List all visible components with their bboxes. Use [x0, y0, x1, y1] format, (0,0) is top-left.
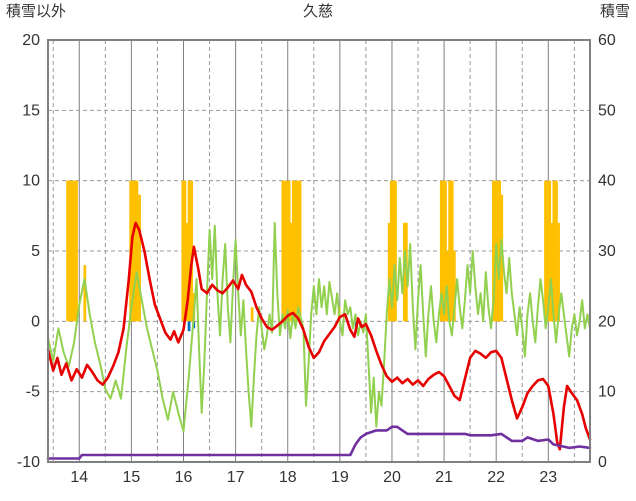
sunshine-bars-bar [138, 194, 141, 322]
sunshine-bars-bar [389, 180, 393, 322]
sunshine-bars-bar [250, 307, 254, 322]
sunshine-bars-bar [441, 180, 445, 322]
sunshine-bars-bar [75, 180, 78, 322]
left-axis-tick-label: 20 [22, 32, 40, 49]
sunshine-bars-bar [289, 222, 293, 322]
sunshine-bars-bar [444, 180, 447, 322]
precipitation-ticks-bar [187, 321, 191, 332]
sunshine-bars-bar [439, 180, 443, 322]
sunshine-bars-bar [285, 180, 289, 322]
sunshine-bars-bar [500, 194, 504, 322]
left-axis-tick-label: 10 [22, 173, 40, 190]
sunshine-bars-bar [83, 265, 87, 322]
right-axis-tick-label: 60 [598, 32, 616, 49]
chart-title: 久慈 [302, 3, 333, 20]
sunshine-bars-bar [298, 180, 302, 322]
sunshine-bars-bar [283, 180, 287, 322]
right-axis-tick-label: 50 [598, 102, 616, 119]
sunshine-bars-bar [287, 180, 291, 322]
sunshine-bars-bar [131, 180, 135, 322]
x-axis-tick-label: 18 [279, 469, 297, 486]
right-axis-tick-label: 40 [598, 173, 616, 190]
sunshine-bars-bar [548, 180, 552, 322]
sunshine-bars-bar [296, 180, 300, 322]
sunshine-bars-bar [190, 180, 194, 322]
x-axis-tick-label: 16 [175, 469, 193, 486]
sunshine-bars-bar [555, 180, 558, 322]
left-axis-tick-label: 15 [22, 102, 40, 119]
sunshine-bars-bar [394, 180, 397, 322]
sunshine-bars-bar [546, 180, 549, 322]
left-axis-tick-label: 5 [31, 243, 40, 260]
left-axis-title: 積雪以外 [6, 3, 67, 20]
left-axis-tick-label: -5 [26, 384, 40, 401]
x-axis-tick-label: 17 [227, 469, 245, 486]
x-axis-tick-label: 19 [331, 469, 349, 486]
sunshine-bars-bar [187, 180, 191, 322]
red-line [46, 221, 592, 451]
x-axis-tick-label: 15 [122, 469, 140, 486]
sunshine-bars-bar [557, 222, 560, 322]
sunshine-bars-bar [73, 180, 76, 322]
right-axis-tick-label: 0 [598, 454, 607, 471]
sunshine-bars-bar [450, 180, 454, 322]
right-axis-tick-label: 30 [598, 243, 616, 260]
right-axis-title: 積雪 [599, 3, 630, 20]
sunshine-bars-bar [68, 180, 72, 322]
sunshine-bars-bar [294, 180, 298, 322]
right-axis-tick-label: 10 [598, 384, 616, 401]
x-axis-tick-label: 14 [70, 469, 88, 486]
sunshine-bars-bar [544, 180, 547, 322]
sunshine-bars-bar [181, 180, 185, 322]
green-line [47, 221, 591, 433]
sunshine-bars-bar [133, 180, 137, 322]
sunshine-bars-bar [448, 180, 452, 322]
sunshine-bars-bar [281, 180, 285, 322]
sunshine-bars-bar [66, 180, 70, 322]
sunshine-bars-bar [70, 180, 74, 322]
x-axis-tick-label: 20 [383, 469, 401, 486]
plot-border [47, 39, 591, 463]
sunshine-bars-bar [492, 180, 495, 322]
x-axis-tick-label: 22 [487, 469, 505, 486]
sunshine-bars-bar [550, 222, 554, 322]
sunshine-bars-bar [291, 180, 295, 322]
sunshine-bars-bar [552, 180, 556, 322]
x-axis-tick-label: 21 [435, 469, 453, 486]
sunshine-bars-bar [185, 222, 189, 322]
left-axis-tick-label: -10 [17, 454, 40, 471]
left-axis-tick-label: 0 [31, 313, 40, 330]
sunshine-bars-bar [452, 251, 456, 322]
sunshine-bars-bar [391, 180, 395, 322]
snow-depth-line [46, 425, 592, 460]
sunshine-bars-bar [183, 180, 187, 322]
sunshine-bars-bar [387, 222, 391, 322]
x-axis-tick-label: 23 [539, 469, 557, 486]
sunshine-bars-bar [135, 180, 139, 322]
right-axis-tick-label: 20 [598, 313, 616, 330]
